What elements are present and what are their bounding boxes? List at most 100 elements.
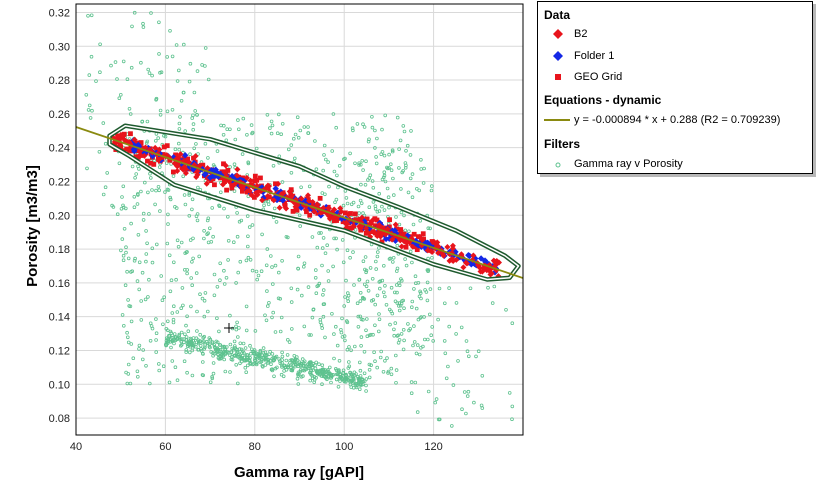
filter-point: [353, 161, 357, 166]
filter-point: [447, 324, 452, 329]
legend-item-equation[interactable]: y = -0.000894 * x + 0.288 (R2 = 0.709239…: [574, 114, 781, 126]
filter-point: [271, 310, 276, 315]
filter-point: [198, 343, 203, 348]
filter-point: [263, 363, 268, 367]
filter-point: [201, 352, 205, 356]
filter-point: [265, 289, 269, 293]
filter-point: [397, 308, 402, 313]
series-point: [401, 238, 408, 245]
series-point: [120, 133, 127, 140]
series-point: [389, 236, 396, 243]
legend-item-b2[interactable]: B2: [574, 28, 588, 40]
filter-point: [140, 270, 145, 275]
filter-point: [307, 361, 312, 366]
series-point: [148, 160, 154, 166]
filter-point: [339, 327, 343, 332]
series-point: [131, 136, 138, 143]
filter-point: [351, 385, 356, 390]
filter-point: [202, 229, 206, 233]
filter-point: [411, 222, 416, 227]
series-point: [413, 244, 419, 250]
y-tick-label: 0.24: [49, 143, 70, 155]
series-point: [492, 259, 499, 266]
filter-point: [389, 285, 394, 290]
filter-point: [313, 363, 317, 368]
filter-point: [254, 146, 259, 151]
filter-point: [451, 383, 456, 387]
filter-point: [415, 410, 420, 414]
filter-point: [465, 394, 470, 398]
series-point: [173, 152, 179, 158]
filter-point: [226, 258, 230, 262]
filter-point: [223, 347, 227, 352]
filter-point: [157, 20, 161, 25]
series-point: [398, 227, 404, 232]
filter-point: [174, 277, 178, 282]
filter-point: [447, 286, 451, 290]
series-point: [126, 138, 133, 145]
filter-point: [280, 358, 285, 362]
filter-point: [109, 63, 113, 68]
legend-item-folder1[interactable]: Folder 1: [574, 50, 615, 62]
filter-point: [261, 355, 265, 360]
filter-point: [223, 345, 227, 350]
filter-point: [178, 337, 183, 342]
filter-point: [245, 133, 249, 137]
filter-point: [239, 347, 244, 352]
filter-point: [163, 190, 167, 194]
filter-point: [375, 293, 380, 298]
filter-point: [407, 229, 411, 234]
filter-point: [335, 343, 340, 348]
filter-point: [124, 250, 128, 255]
filter-point: [274, 220, 279, 224]
filter-point: [218, 349, 222, 354]
filter-point: [401, 327, 406, 332]
filter-point: [172, 304, 176, 309]
legend-item-geogrid[interactable]: GEO Grid: [574, 71, 623, 83]
filter-point: [295, 115, 300, 119]
filter-point: [215, 149, 220, 153]
legend-item-filter[interactable]: Gamma ray v Porosity: [574, 158, 683, 170]
filter-point: [280, 350, 284, 355]
filter-point: [397, 281, 401, 285]
filter-point: [295, 376, 300, 381]
filter-point: [154, 338, 158, 342]
filter-point: [330, 149, 335, 153]
filter-point: [345, 347, 350, 352]
filter-point: [320, 246, 325, 250]
filter-point: [340, 316, 344, 321]
filter-point: [232, 240, 236, 245]
filter-point: [460, 407, 464, 412]
filter-point: [179, 306, 184, 311]
series-point: [290, 208, 296, 214]
filter-point: [187, 79, 192, 84]
filter-point: [206, 309, 210, 314]
filter-point: [430, 325, 435, 329]
series-point: [222, 162, 229, 169]
filter-point: [208, 337, 213, 342]
filter-point: [137, 343, 142, 348]
filter-point: [343, 156, 347, 161]
filter-point: [125, 77, 130, 81]
filter-point: [392, 290, 397, 295]
series-point: [264, 182, 271, 189]
filter-point: [387, 307, 392, 312]
filter-point: [248, 257, 253, 262]
filter-point: [287, 340, 292, 344]
filter-point: [384, 302, 389, 307]
filter-point: [198, 292, 202, 297]
filter-point: [169, 278, 174, 283]
filter-point: [130, 164, 135, 169]
filter-point: [382, 173, 387, 178]
filter-point: [126, 298, 130, 302]
filter-point: [150, 326, 155, 331]
filter-point: [228, 313, 232, 318]
filter-point: [236, 335, 240, 339]
filter-point: [167, 253, 172, 258]
filter-point: [211, 361, 216, 365]
geogrid-legend-square-icon: [555, 74, 561, 80]
filter-point: [154, 96, 159, 101]
filter-point: [280, 354, 285, 359]
filter-point: [210, 374, 214, 379]
filter-point: [228, 342, 233, 347]
